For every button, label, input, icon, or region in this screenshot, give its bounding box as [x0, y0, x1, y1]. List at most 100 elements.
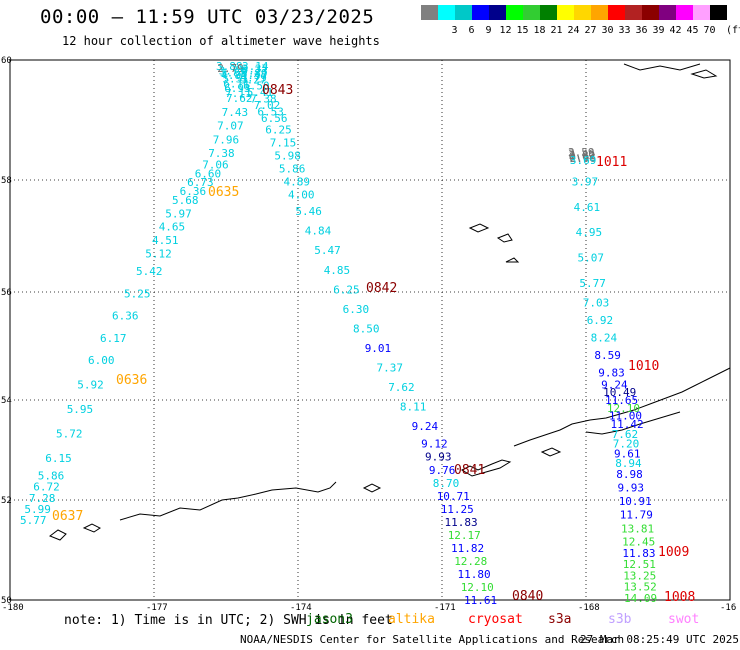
legend-label: 42	[669, 25, 682, 36]
swh-value: 11.83	[622, 547, 655, 560]
swh-value: 13.52	[624, 581, 657, 594]
legend-label: 70	[703, 25, 716, 36]
swh-value: 12.28	[454, 555, 487, 568]
satellite-legend-item: jason3	[306, 612, 353, 627]
swh-value: 9.61	[614, 447, 641, 460]
lon-tick: -174	[290, 603, 312, 613]
pass-time-label: 0842	[366, 281, 397, 296]
swh-value: 7.02	[254, 99, 280, 112]
pass-time-labels: 0843 0635 0842 0636 0841 0637 0840 1011 1010 1009…	[52, 83, 695, 605]
swh-value: 7.20	[613, 438, 640, 451]
coast-north	[623, 63, 701, 71]
swh-value: 5.77	[579, 277, 606, 290]
swh-value: 11.82	[451, 542, 484, 555]
swh-value: 9.01	[365, 342, 392, 355]
swh-value: 11.42	[611, 418, 644, 431]
lat-tick: 50	[1, 596, 12, 606]
swh-value: 4.61	[574, 201, 601, 214]
swh-value: 5.51	[222, 72, 249, 85]
legend-label: 12	[499, 25, 512, 36]
swh-value: 3.37	[242, 62, 269, 75]
legend-label: 36	[635, 25, 648, 36]
swh-value: 8.70	[433, 477, 460, 490]
swh-value: 9.24	[601, 378, 628, 391]
swh-value: 3.89	[241, 67, 268, 80]
lat-tick: 58	[1, 176, 12, 186]
swh-value: 6.15	[45, 452, 72, 465]
legend-swatch	[625, 5, 642, 20]
legend-swatch	[438, 5, 455, 20]
satellite-legend-item: cryosat	[468, 612, 523, 627]
swh-value: 6.56	[261, 112, 288, 125]
swh-value: 6.92	[587, 314, 614, 327]
swh-value: 5.86	[279, 162, 306, 175]
generated-timestamp: 27 Mar 08:25:49 UTC 2025	[580, 633, 739, 646]
legend-swatch	[506, 5, 523, 20]
swh-value: 3.73	[241, 65, 267, 78]
swh-value: 2.82	[569, 149, 596, 162]
legend-label: 9	[485, 25, 492, 36]
swh-value: 4.81	[221, 69, 248, 82]
swh-value: 3.88	[216, 60, 243, 73]
legend-swatch	[710, 5, 727, 20]
legend-label: 39	[652, 25, 665, 36]
legend-swatch	[489, 5, 506, 20]
credit-line: NOAA/NESDIS Center for Satellite Applica…	[240, 633, 625, 646]
legend-swatch	[523, 5, 540, 20]
pass-time-label: 0843	[262, 83, 293, 98]
swh-value: 5.92	[77, 378, 104, 391]
alaska-peninsula-south	[585, 411, 681, 435]
swh-value: 5.99	[24, 503, 51, 516]
legend-swatch	[659, 5, 676, 20]
swh-value: 7.38	[250, 93, 277, 106]
swh-value: 6.36	[112, 310, 139, 323]
swh-value: 5.07	[578, 252, 605, 265]
swh-value: 2.46	[568, 148, 595, 161]
map-frame	[9, 59, 731, 601]
swh-value: 5.27	[240, 74, 267, 87]
swh-value: 5.77	[20, 514, 47, 527]
swh-value: 8.11	[400, 401, 427, 414]
swh-value: 8.24	[591, 332, 618, 345]
swh-value: 6.93	[224, 82, 251, 95]
lat-tick: 60	[1, 56, 12, 66]
island	[468, 223, 490, 233]
swh-value: 5.98	[274, 149, 301, 162]
swh-value: 10.91	[619, 495, 652, 508]
swh-value: 2.59	[568, 146, 595, 159]
legend-swatch	[557, 5, 574, 20]
swh-value: 6.60	[195, 167, 222, 180]
swh-value: 2.79	[217, 62, 244, 75]
swh-value: 4.00	[288, 188, 315, 201]
lon-tick: -177	[146, 603, 168, 613]
swh-value: 12.10	[607, 402, 640, 415]
swh-value: 4.95	[576, 226, 603, 239]
swh-value: 11.65	[605, 394, 638, 407]
swh-value: 7.28	[29, 492, 56, 505]
legend-label: 45	[686, 25, 699, 36]
swh-value: 5.42	[136, 265, 163, 278]
swh-value: 6.11	[223, 77, 250, 90]
legend-label: 3	[451, 25, 458, 36]
swh-value: 13.25	[623, 569, 656, 582]
swh-value: 5.47	[314, 244, 341, 257]
lon-tick: -168	[578, 603, 600, 613]
aleutian-islands-west	[119, 481, 337, 521]
legend-swatch	[421, 5, 438, 20]
swh-value: 4.85	[324, 264, 351, 277]
pass-time-label: 0840	[512, 589, 543, 604]
swh-value: 11.00	[609, 410, 642, 423]
swh-value: 6.50	[243, 80, 270, 93]
swh-value: 5.12	[145, 247, 172, 260]
legend-label: 33	[618, 25, 631, 36]
legend-label: 18	[533, 25, 546, 36]
swh-value: 11.25	[441, 503, 474, 516]
pass-time-label: 1011	[596, 155, 627, 170]
lat-tick: 52	[1, 496, 12, 506]
swh-value: 5.25	[124, 287, 151, 300]
legend-swatch	[591, 5, 608, 20]
swh-value: 3.69	[570, 154, 597, 167]
swh-value: 7.11	[225, 87, 252, 100]
swh-value: 5.72	[56, 427, 83, 440]
